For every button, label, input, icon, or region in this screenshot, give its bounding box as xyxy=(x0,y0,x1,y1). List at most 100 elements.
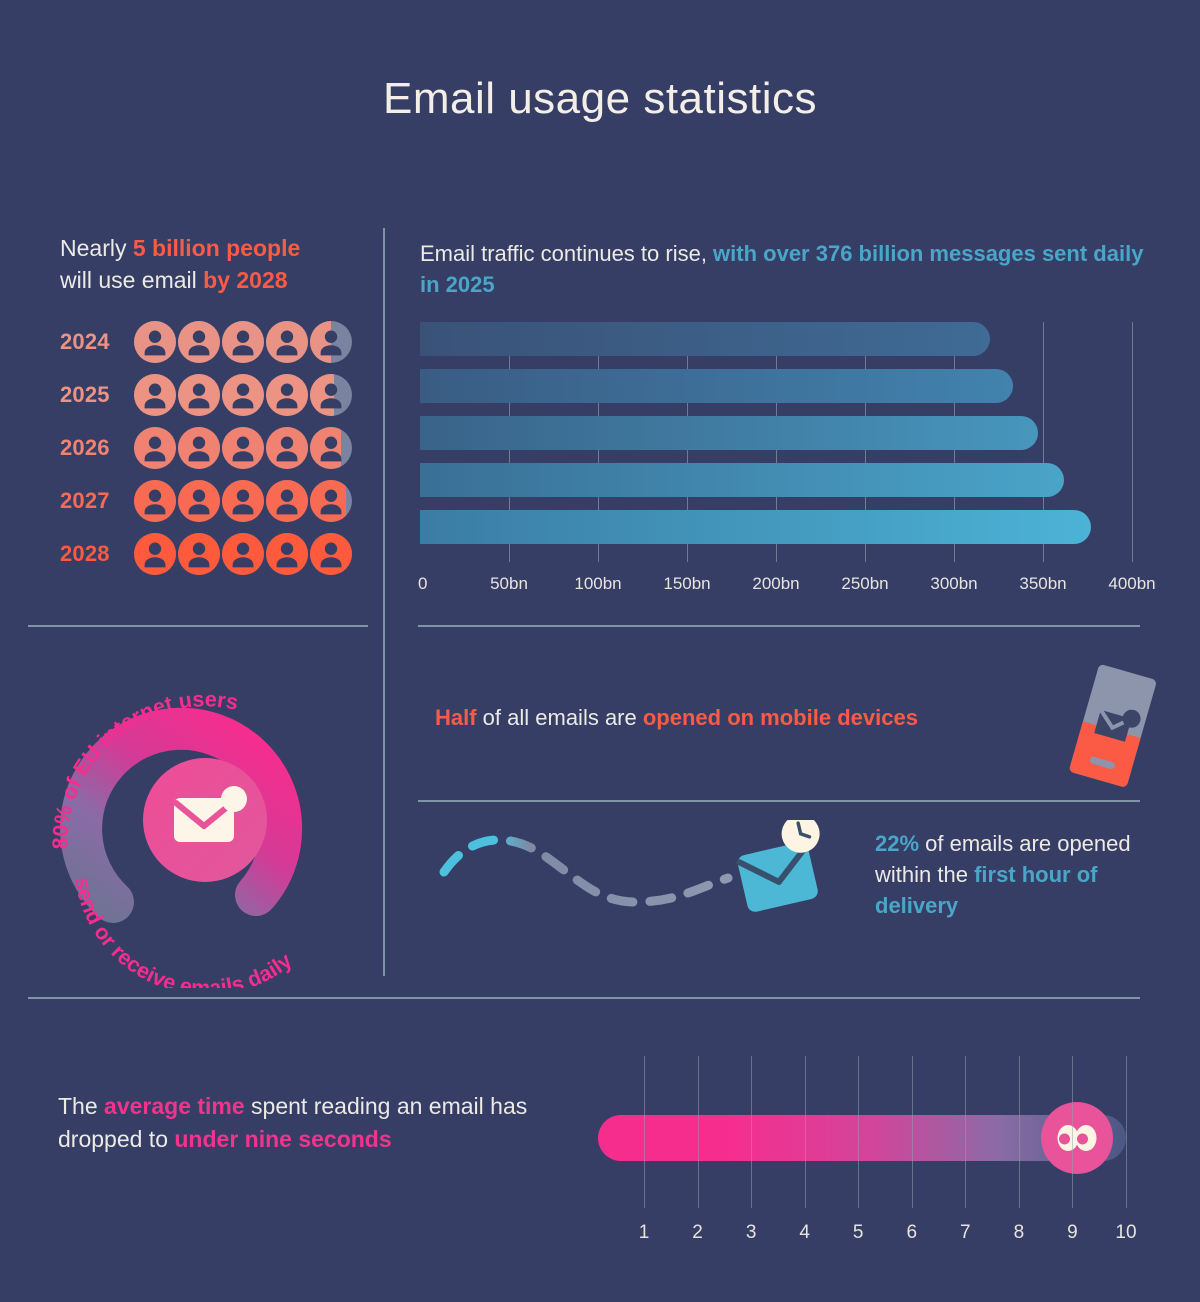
people-icon-group xyxy=(134,321,352,364)
hour-percent: 22% xyxy=(875,831,920,856)
person-icon xyxy=(222,374,264,417)
person-icon xyxy=(266,480,308,523)
page-title: Email usage statistics xyxy=(382,74,818,123)
person-icon xyxy=(266,374,308,417)
first-hour-panel: 22% of emails are opened within the firs… xyxy=(430,820,1140,960)
people-row-year: 2027 xyxy=(60,488,110,514)
seconds-bold-2: under nine seconds xyxy=(174,1126,392,1153)
chart-tick-label: 400bn xyxy=(1108,574,1156,594)
mobile-headline: Half of all emails are opened on mobile … xyxy=(435,695,1035,734)
eyes-icon xyxy=(1057,1125,1097,1151)
slider-scale-label[interactable]: 8 xyxy=(1013,1222,1025,1243)
person-icon xyxy=(266,533,308,576)
slider-scale-label[interactable]: 1 xyxy=(638,1222,650,1243)
mobile-bold-1: Half xyxy=(435,705,477,730)
chart-bar xyxy=(420,369,1013,404)
chart-gridline xyxy=(1043,322,1044,563)
person-icon xyxy=(134,480,176,523)
chart-tick-label: 300bn xyxy=(930,574,978,594)
divider-left-middle xyxy=(28,625,368,627)
mobile-bold-2: opened on mobile devices xyxy=(642,705,918,730)
people-row-year: 2028 xyxy=(60,541,110,567)
hour-bold: first hour of delivery xyxy=(875,862,1098,919)
chart-tick-label: 200bn xyxy=(752,574,800,594)
chart-bar-row xyxy=(420,416,1132,451)
people-rows: 2024 2025 2026 2027 2028 xyxy=(60,318,370,578)
bars-headline-normal: Email traffic continues to rise, xyxy=(420,241,714,266)
slider-gridline xyxy=(1018,1056,1020,1208)
people-headline-prefix: Nearly xyxy=(60,235,133,261)
person-icon xyxy=(310,480,352,523)
slider-scale-label[interactable]: 10 xyxy=(1115,1222,1137,1243)
chart-gridline xyxy=(1132,322,1133,563)
slider-scale-label[interactable]: 4 xyxy=(799,1222,810,1243)
person-icon xyxy=(134,374,176,417)
slider-knob[interactable] xyxy=(1041,1102,1113,1174)
chart-bar xyxy=(420,416,1038,451)
slider-gridline xyxy=(858,1056,860,1208)
donut-arc xyxy=(60,707,303,923)
slider-scale-label[interactable]: 6 xyxy=(906,1222,918,1243)
chart-tick-label: 150bn xyxy=(663,574,711,594)
person-icon xyxy=(266,321,308,364)
people-row: 2028 xyxy=(60,530,370,578)
slider-gridline xyxy=(644,1056,645,1208)
person-icon xyxy=(178,533,220,576)
chart-tick-label: 50bn xyxy=(490,574,528,594)
people-row: 2027 xyxy=(60,477,370,525)
email-traffic-panel: Email traffic continues to rise, with ov… xyxy=(418,238,1156,600)
hour-headline: 22% of emails are opened within the firs… xyxy=(875,828,1145,922)
mobile-normal: of all emails are xyxy=(476,705,643,730)
person-icon xyxy=(134,427,176,470)
person-icon xyxy=(266,427,308,470)
divider-right-lower xyxy=(418,800,1140,802)
reading-time-slider[interactable]: 1 2 3 4 5 6 7 8 9 10 xyxy=(598,1038,1138,1250)
slider-scale-label[interactable]: 9 xyxy=(1067,1222,1078,1243)
chart-bar-row xyxy=(420,510,1132,545)
people-icon-group xyxy=(134,480,352,523)
person-icon xyxy=(178,374,220,417)
donut-chart: 80% of EU internet users send or receive… xyxy=(48,687,303,1000)
people-headline-bold-1: 5 billion people xyxy=(132,235,301,261)
envelope-icon xyxy=(173,786,247,842)
slider-scale-label[interactable]: 7 xyxy=(960,1222,971,1243)
divider-bottom xyxy=(28,997,1140,999)
people-row: 2024 xyxy=(60,318,370,366)
person-icon xyxy=(134,321,176,364)
mobile-phone-icon xyxy=(1069,664,1156,787)
seconds-text-2: spent reading an email has dropped to xyxy=(58,1093,528,1153)
seconds-bold-1: average time xyxy=(104,1093,245,1119)
slider-track[interactable] xyxy=(598,1115,1126,1161)
bars-headline-bold: with over 376 billion messages sent dail… xyxy=(420,241,1144,298)
chart-tick-label: 0 xyxy=(418,574,428,594)
slider-scale-label[interactable]: 5 xyxy=(852,1222,864,1243)
people-forecast-panel: Nearly 5 billion people will use email b… xyxy=(60,232,370,583)
people-row-year: 2024 xyxy=(60,329,110,355)
slider-gridline xyxy=(751,1056,753,1208)
people-row: 2026 xyxy=(60,424,370,472)
chart-bar xyxy=(420,322,990,357)
chart-bar xyxy=(420,463,1065,498)
slider-scale-label[interactable]: 3 xyxy=(745,1222,757,1243)
chart-tick-label: 350bn xyxy=(1019,574,1067,594)
delivery-path-graphic xyxy=(439,820,820,912)
people-icon-group xyxy=(134,427,352,470)
person-icon xyxy=(310,427,352,470)
person-icon xyxy=(178,321,220,364)
eu-users-donut-panel: 80% of EU internet users send or receive… xyxy=(30,648,380,1000)
hour-normal: of emails are opened within the xyxy=(875,831,1131,888)
slider-gridline xyxy=(1126,1056,1127,1208)
slider-gridline xyxy=(697,1056,699,1208)
bars-headline: Email traffic continues to rise, with ov… xyxy=(420,238,1150,300)
people-headline: Nearly 5 billion people will use email b… xyxy=(60,232,370,296)
chart-tick-label: 250bn xyxy=(841,574,889,594)
slider-scale-label[interactable]: 2 xyxy=(692,1222,703,1243)
person-icon xyxy=(178,427,220,470)
person-icon xyxy=(178,480,220,523)
bar-chart-axis: 0 50bn 100bn 150bn 200bn 250bn 300bn 350bn 400bn xyxy=(418,566,1156,600)
person-icon xyxy=(310,321,352,364)
person-icon xyxy=(310,374,352,417)
chart-bar xyxy=(420,510,1092,545)
people-icon-group xyxy=(134,374,352,417)
person-icon xyxy=(222,533,264,576)
